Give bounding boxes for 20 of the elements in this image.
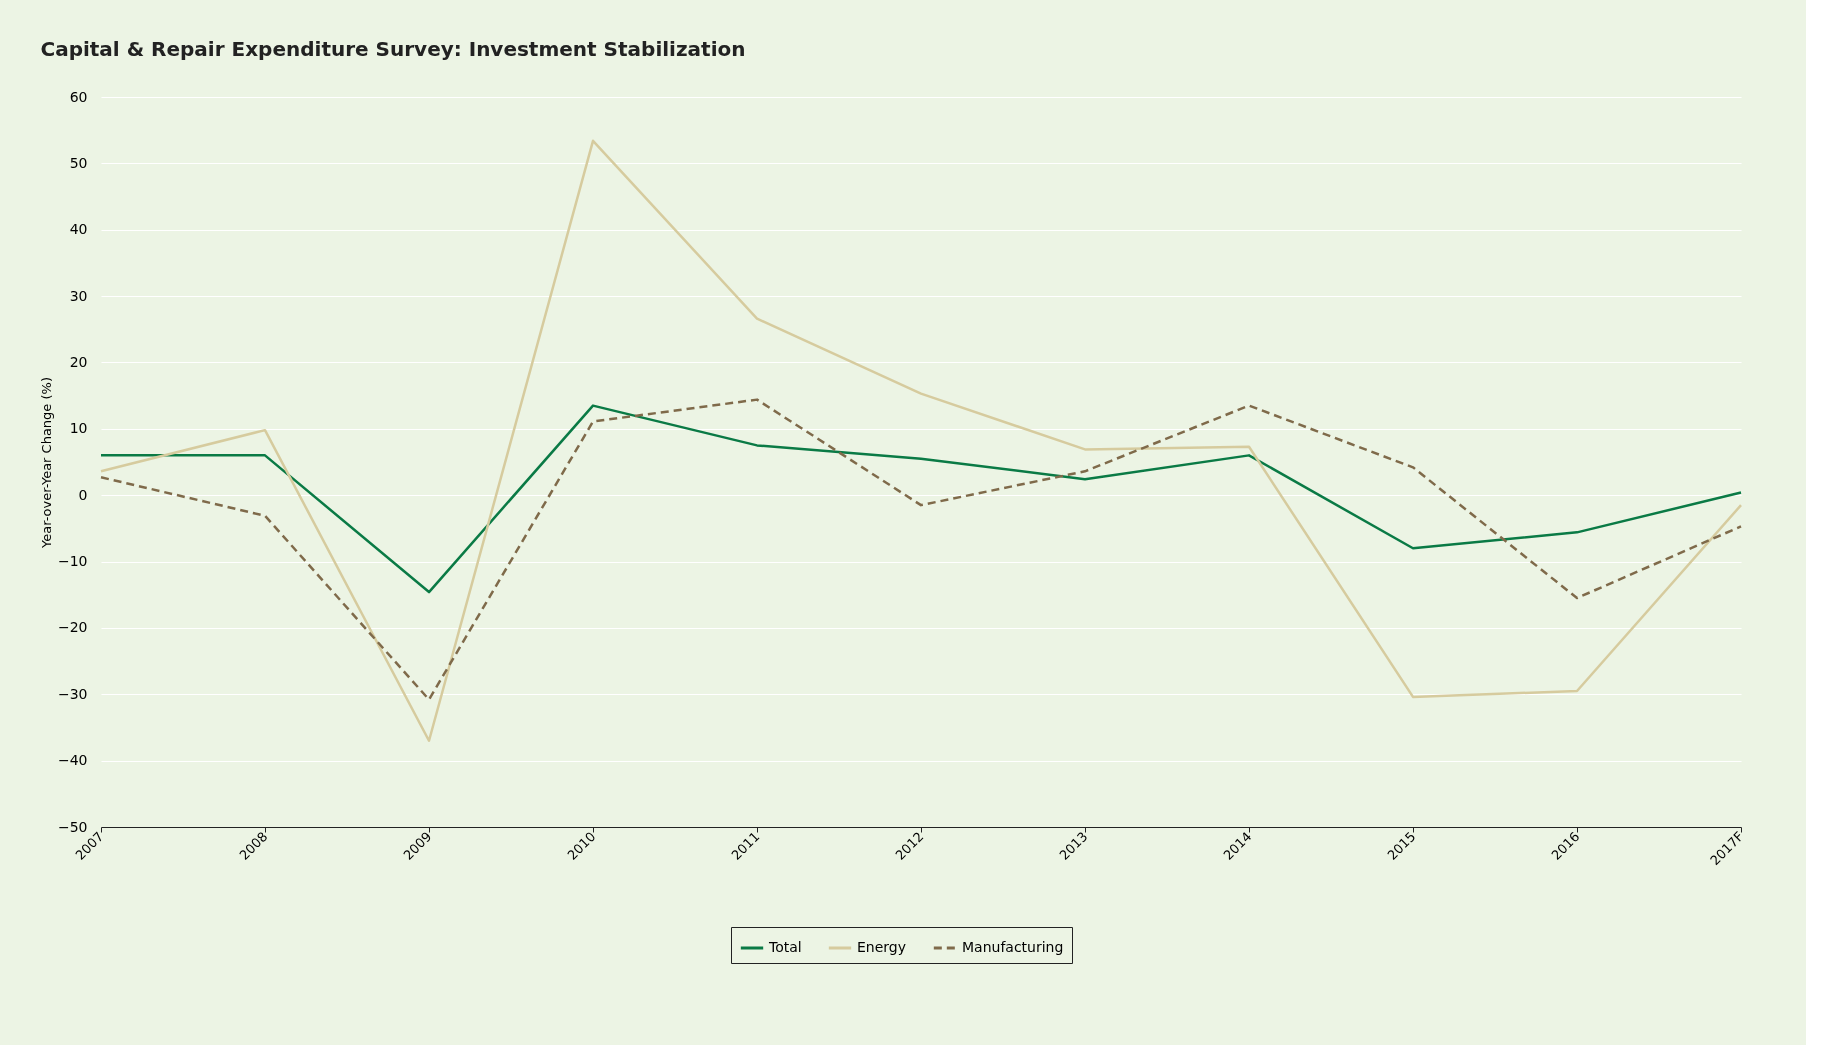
- y-tick-label: 50: [69, 154, 88, 171]
- legend-label: Total: [768, 939, 802, 955]
- y-tick-label: 60: [69, 88, 88, 105]
- line-series: [99, 398, 1743, 701]
- y-tick-label: 0: [78, 486, 88, 503]
- y-tick-label: 30: [69, 287, 88, 304]
- y-tick-label: 40: [69, 221, 88, 238]
- y-tick-label: 20: [69, 353, 88, 370]
- chart-title: Capital & Repair Expenditure Survey: Investment Stabilization: [40, 37, 746, 61]
- y-tick-label: 10: [69, 420, 88, 437]
- line-series: [99, 404, 1743, 594]
- line-series: [99, 139, 1743, 742]
- legend-label: Manufacturing: [962, 939, 1064, 955]
- legend-label: Energy: [857, 939, 907, 955]
- y-tick-label: −10: [57, 553, 88, 570]
- y-axis-title: Year-over-Year Change (%): [38, 377, 54, 549]
- y-tick-label: −50: [57, 818, 88, 835]
- y-tick-label: −20: [57, 619, 88, 636]
- y-tick-label: −40: [57, 752, 88, 769]
- y-tick-label: −30: [57, 685, 88, 702]
